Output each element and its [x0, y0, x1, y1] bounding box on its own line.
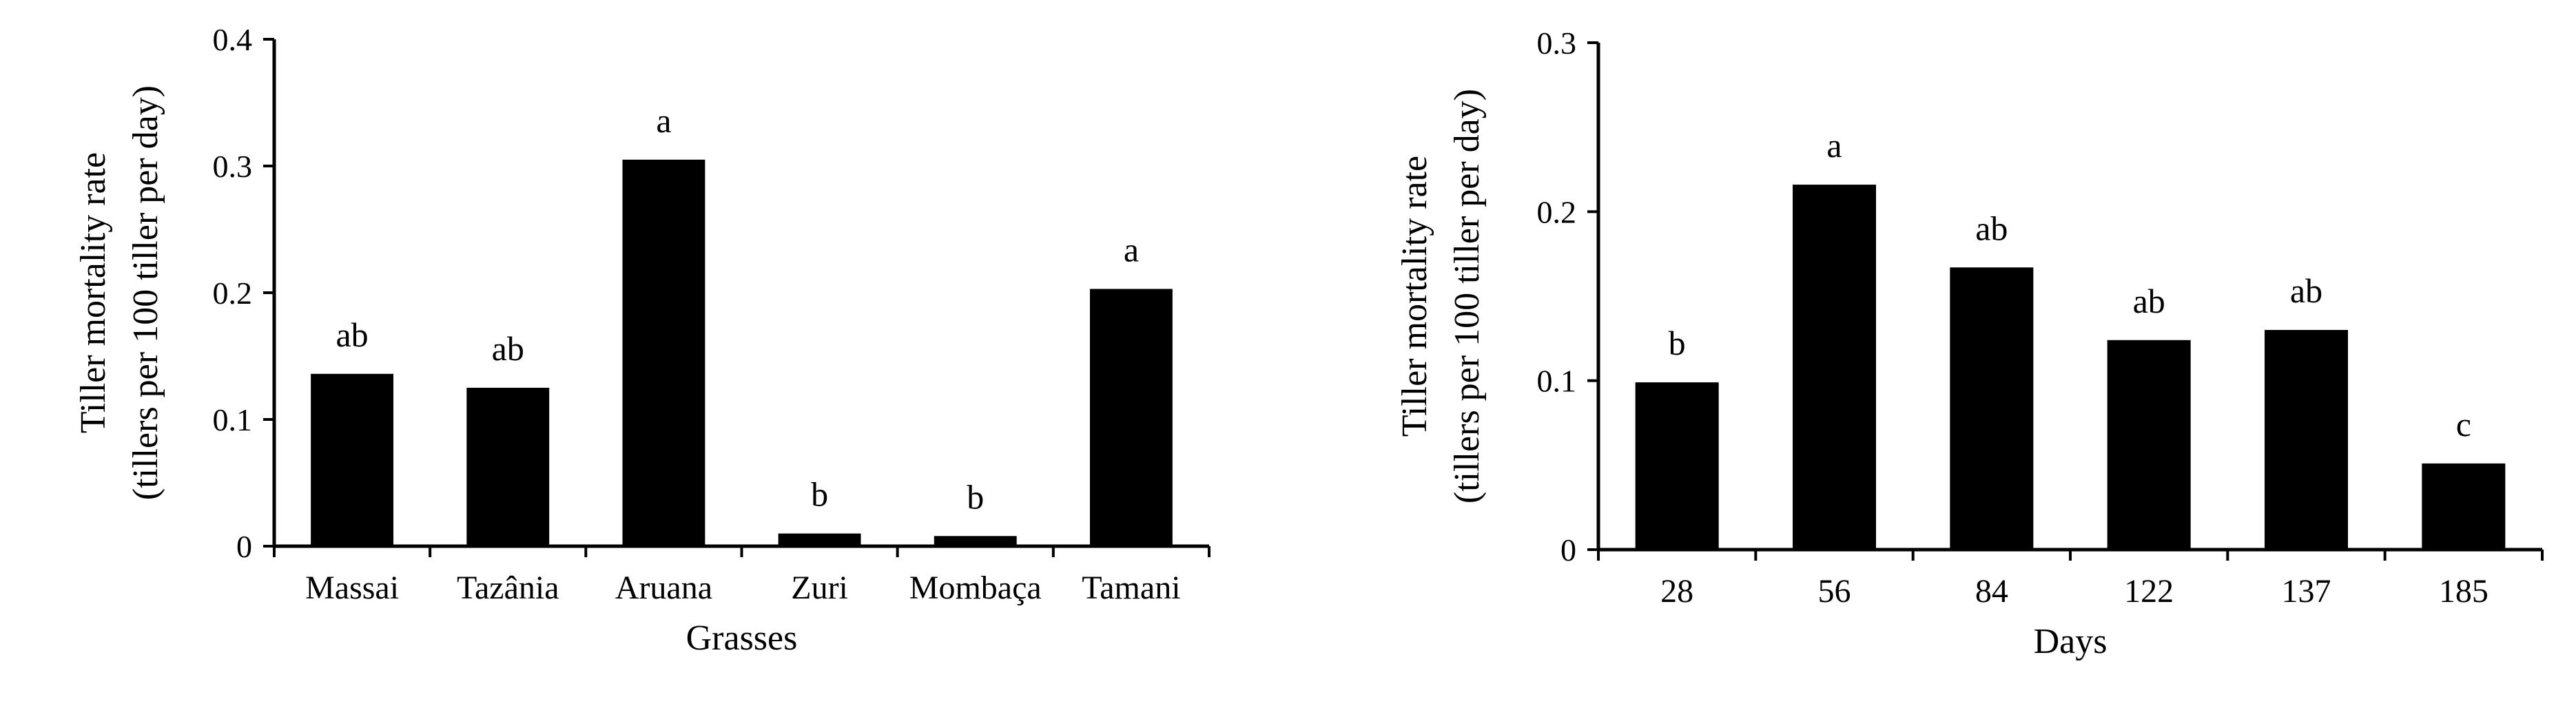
grasses-chart-svg: 00.10.20.30.4abMassaiabTazâniaaAruanabZu…: [74, 22, 1210, 658]
data-label: ab: [336, 315, 368, 354]
y-tick-label: 0: [1560, 532, 1576, 568]
y-tick-label: 0: [236, 529, 252, 564]
x-tick-label: Tazânia: [457, 570, 559, 606]
x-axis-title: Grasses: [686, 619, 798, 658]
y-tick-label: 0.1: [213, 402, 253, 437]
x-tick-label: 84: [1975, 573, 2008, 610]
grasses-chart: 0 0.1 0.2 0.3 0.4 ab Massai ab Tazânia a Aruana b Zu…: [74, 22, 1210, 658]
data-label: a: [656, 101, 671, 140]
bar-Tazânia: [466, 388, 550, 546]
x-tick-label: Tamani: [1082, 570, 1180, 606]
data-label: a: [1826, 126, 1842, 165]
days-chart-svg: 0 0.1 0.2 0.3 b 28 a 56 ab 84 ab 122 ab 137 c 185 Days Ti…: [1395, 25, 2544, 661]
x-axis-title: Days: [2034, 622, 2108, 661]
data-label: a: [1124, 230, 1139, 269]
y-axis-subtitle: (tillers per 100 tiller per day): [1447, 89, 1487, 503]
y-tick-label: 0.2: [213, 276, 253, 311]
x-tick-label: Zuri: [791, 570, 848, 606]
x-tick-label: 185: [2439, 573, 2489, 610]
days-chart: 0 0.1 0.2 0.3 b 28 a 56 ab 84 ab 122 ab 137 c 185 Days Ti…: [1288, 0, 2576, 717]
data-label: ab: [492, 329, 524, 368]
y-tick-label: 0.2: [1537, 194, 1577, 229]
bar-122: [2107, 340, 2191, 550]
x-tick-label: Massai: [305, 570, 399, 606]
x-tick-label: Aruana: [615, 570, 712, 606]
y-axis-title: Tiller mortality rate: [1395, 156, 1434, 437]
bar-28: [1635, 382, 1719, 550]
bar-84: [1950, 267, 2034, 550]
data-label: ab: [2290, 271, 2322, 310]
bar-Aruana: [622, 159, 705, 547]
bar-Zuri: [778, 533, 861, 546]
bar-Tamani: [1089, 289, 1173, 546]
y-tick-label: 0.4: [213, 22, 253, 57]
y-axis-title: Tiller mortality rate: [74, 152, 113, 433]
bar-137: [2264, 330, 2349, 550]
x-tick-label: 137: [2282, 573, 2331, 610]
y-tick-label: 0.3: [213, 149, 253, 184]
data-label: b: [811, 475, 828, 514]
data-label: b: [1669, 324, 1686, 362]
y-tick-label: 0.3: [1537, 25, 1577, 61]
y-axis-subtitle: (tillers per 100 tiller per day): [126, 85, 165, 500]
data-label: ab: [1975, 209, 2008, 247]
data-label: ab: [2133, 282, 2165, 320]
data-label: c: [2456, 405, 2471, 444]
bar-185: [2422, 463, 2506, 550]
x-tick-label: 56: [1818, 573, 1851, 610]
x-tick-label: Mombaça: [909, 570, 1042, 606]
bar-Mombaça: [934, 536, 1017, 546]
data-label: b: [967, 477, 984, 516]
x-tick-label: 122: [2124, 573, 2174, 610]
bar-Massai: [311, 373, 394, 546]
x-tick-label: 28: [1660, 573, 1693, 610]
bar-56: [1792, 185, 1877, 550]
y-tick-label: 0.1: [1537, 364, 1577, 399]
